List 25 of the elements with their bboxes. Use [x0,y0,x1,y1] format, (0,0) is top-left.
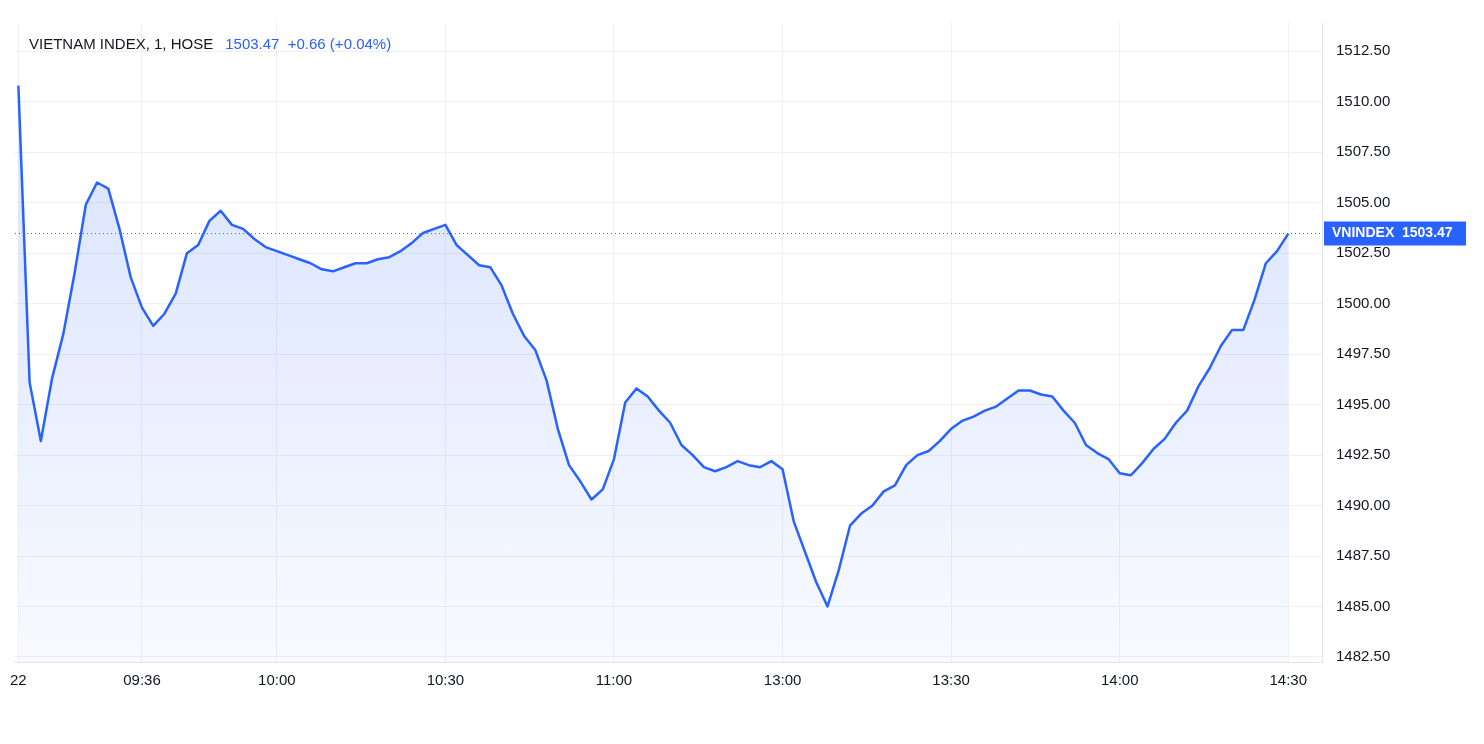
y-tick-label: 1495.00 [1336,394,1391,412]
text: 1503.47 +0.66 (+0.04%) [225,35,392,53]
y-tick-label: 1512.50 [1336,41,1391,59]
x-tick-label: 13:30 [932,671,970,689]
text: VIETNAM INDEX, 1, HOSE [28,35,214,53]
x-tick-label: 09:36 [123,671,161,689]
y-tick-label: 1507.50 [1336,142,1391,160]
y-tick-label: 1497.50 [1336,344,1391,362]
y-tick-label: 1482.50 [1336,647,1391,665]
x-tick-label: 14:30 [1269,671,1308,689]
y-tick-label: 1500.00 [1336,293,1391,311]
x-tick-label: 10:30 [426,671,465,689]
y-tick-label: 1485.00 [1336,596,1391,614]
y-tick-label: 1505.00 [1336,192,1391,210]
x-tick-label: 11:00 [595,671,633,689]
y-tick-label: 1487.50 [1336,546,1391,564]
x-tick-label: 22 [10,671,27,689]
y-tick-label: 1510.00 [1336,91,1391,109]
x-tick-label: 10:00 [258,671,296,689]
x-tick-label: 14:00 [1100,671,1139,689]
y-tick-label: 1492.50 [1336,445,1391,463]
ref-line-label: VNINDEX 1503.47 [1332,224,1453,241]
y-tick-label: 1502.50 [1336,243,1391,261]
x-tick-label: 13:00 [763,671,802,689]
y-tick-label: 1490.00 [1336,495,1391,513]
